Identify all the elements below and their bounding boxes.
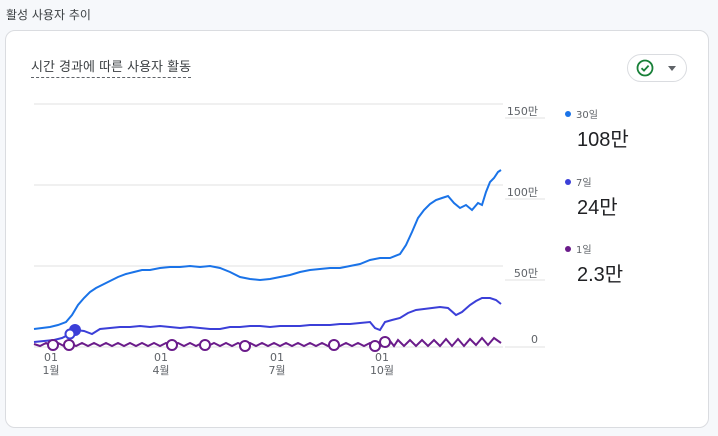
annotation-marker-7day[interactable] (64, 324, 82, 340)
svg-text:150만: 150만 (507, 105, 538, 118)
legend-7day: 7일 24만 (565, 174, 618, 220)
legend-label: 30일 (576, 110, 598, 121)
check-circle-icon (636, 59, 654, 77)
svg-text:01: 01 (270, 351, 284, 364)
svg-text:4월: 4월 (152, 364, 169, 377)
legend-dot-icon (565, 110, 571, 117)
legend-value: 108만 (577, 129, 629, 151)
svg-text:100만: 100만 (507, 186, 538, 199)
series-7day-line (33, 297, 502, 343)
legend-value: 24만 (577, 197, 618, 219)
card-title[interactable]: 시간 경과에 따른 사용자 활동 (31, 56, 192, 78)
legend-value: 2.3만 (577, 264, 624, 286)
svg-text:10월: 10월 (370, 364, 394, 377)
svg-text:1월: 1월 (42, 364, 59, 377)
legend-dot-icon (565, 178, 571, 185)
svg-text:50만: 50만 (514, 267, 538, 280)
user-activity-card: 시간 경과에 따른 사용자 활동 (5, 30, 709, 428)
legend-1day: 1일 2.3만 (565, 241, 623, 287)
series-30day-line (33, 169, 502, 330)
caret-down-icon (668, 65, 676, 71)
legend-label: 7일 (576, 178, 592, 189)
svg-text:0: 0 (531, 333, 538, 346)
x-axis-labels: 01 1월 01 4월 01 7월 01 10월 (42, 351, 394, 377)
svg-text:01: 01 (375, 351, 389, 364)
legend-label: 1일 (576, 245, 592, 256)
series-1day-line (33, 336, 502, 348)
legend-30day: 30일 108만 (565, 106, 629, 152)
y-axis-labels: 150만 100만 50만 0 (507, 105, 538, 346)
svg-text:01: 01 (44, 351, 58, 364)
svg-text:7월: 7월 (268, 364, 285, 377)
gridlines (34, 103, 545, 348)
legend-dot-icon (565, 245, 571, 252)
status-dropdown-button[interactable] (627, 54, 687, 82)
annotation-markers[interactable] (47, 336, 391, 352)
section-title: 활성 사용자 추이 (6, 8, 91, 22)
svg-text:01: 01 (154, 351, 168, 364)
